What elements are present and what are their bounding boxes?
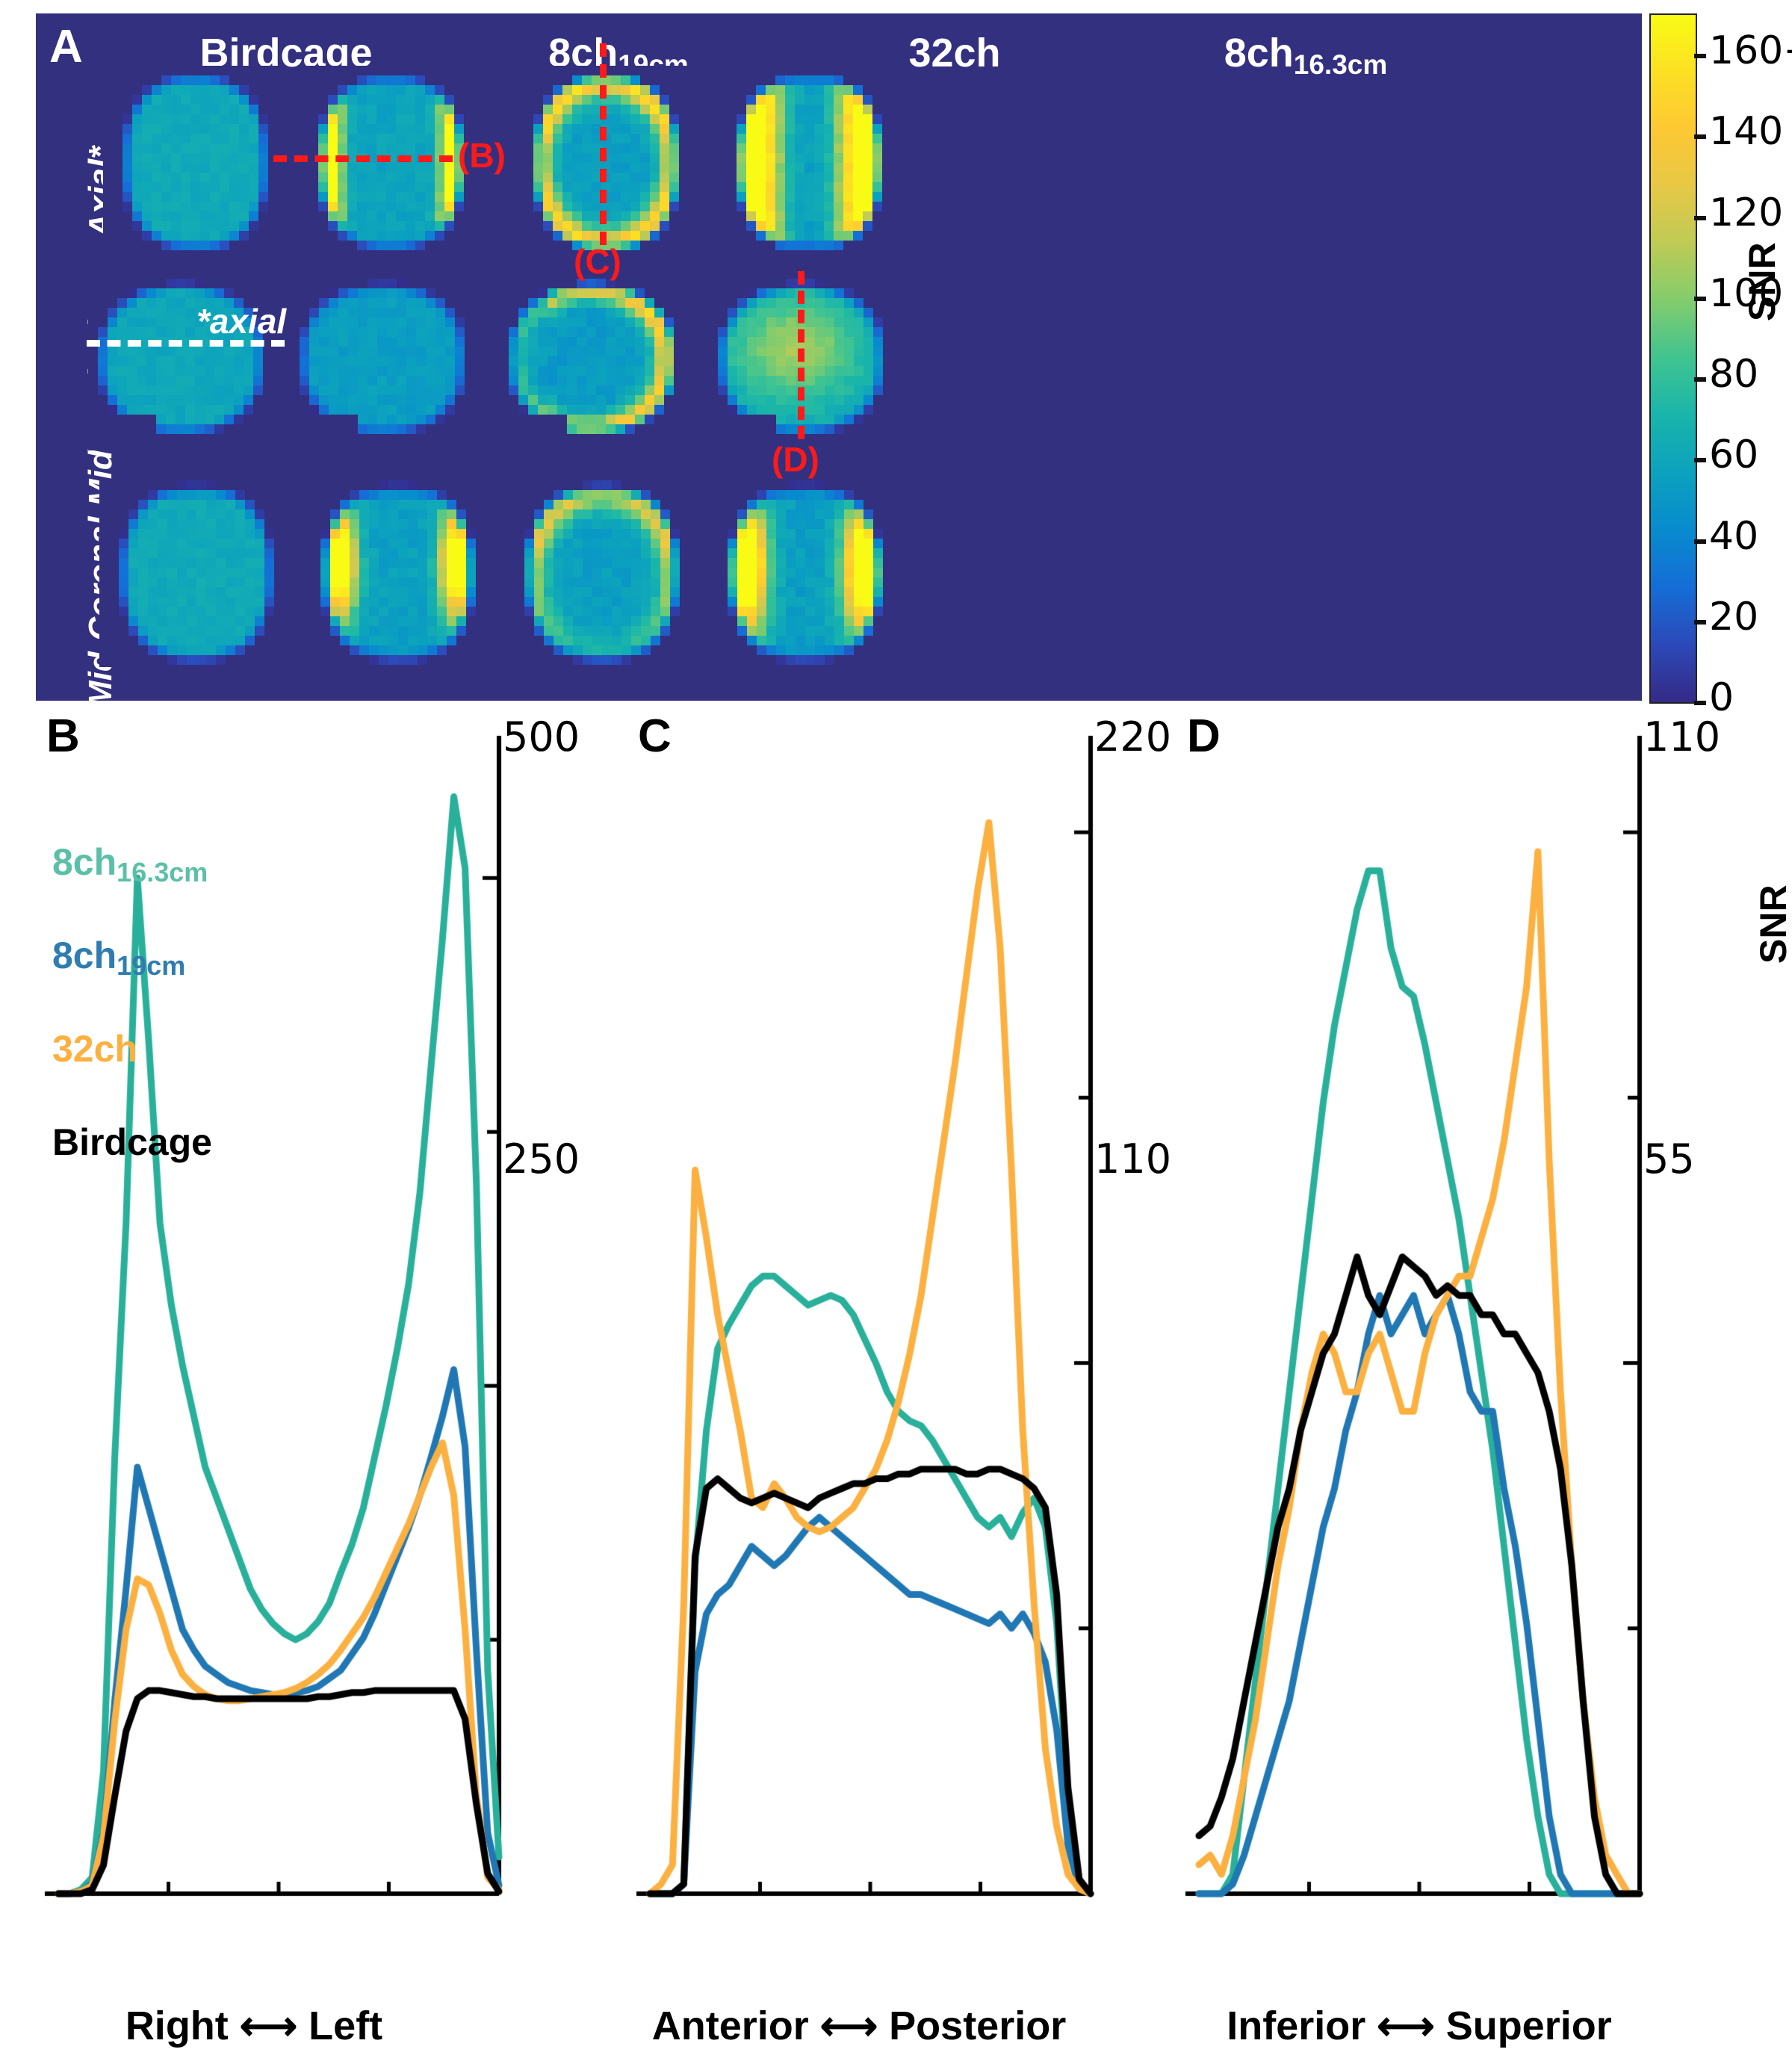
colorbar-tick-label-160: 160+ [1709, 28, 1792, 74]
colorbar-tick [1694, 377, 1706, 382]
mri-sagittal-birdcage [88, 279, 282, 450]
colorbar-tick [1694, 539, 1706, 544]
annotation-line-b [273, 155, 453, 162]
annotation-line-axial [87, 340, 285, 347]
panel-b-ytick-500: 500 [503, 713, 580, 760]
panel-c-ytick-220: 220 [1094, 713, 1172, 760]
panel-d-profile-plot: D 110 55 [1176, 713, 1720, 1939]
panel-c-xlabel: Anterior ⟷ Posterior [651, 2004, 1067, 2048]
colorbar-tick-label-140: 140 [1709, 109, 1784, 155]
colorbar-tick [1694, 134, 1706, 140]
mri-coronal-8ch163cm [708, 480, 895, 667]
colorbar-tick-label-0: 0 [1709, 675, 1734, 720]
colorbar-tick-label-100: 100 [1709, 270, 1784, 316]
legend-item-32ch: 32ch [52, 1028, 137, 1070]
mri-coronal-32ch [505, 480, 692, 667]
mri-axial-birdcage [103, 66, 282, 260]
legend-item-birdcage: Birdcage [52, 1121, 212, 1163]
annotation-label-d: (D) [772, 440, 819, 479]
colorbar-tick-label-80: 80 [1709, 352, 1759, 397]
mri-coronal-8ch19cm [301, 480, 488, 667]
panel-a-letter: A [49, 21, 83, 72]
annotation-line-d [798, 271, 804, 439]
mri-axial-8ch19cm [299, 66, 478, 260]
annotation-label-axial: *axial [196, 302, 287, 341]
colorbar-title: SNR [1741, 242, 1783, 321]
colorbar-tick-label-60: 60 [1709, 433, 1759, 478]
colorbar-tick [1694, 54, 1706, 59]
panel-c-ytick-110: 110 [1094, 1135, 1172, 1183]
mri-axial-8ch163cm [717, 66, 896, 260]
mri-sagittal-8ch163cm [708, 279, 902, 450]
panel-d-ylabel: SNR [1752, 884, 1792, 964]
mri-sagittal-8ch19cm [290, 279, 484, 450]
annotation-label-b: (B) [458, 136, 506, 175]
panel-b-profile-plot: B 8ch16.3cm 8ch19cm 32ch Birdcage 500 25… [36, 713, 580, 1939]
panel-d-ytick-55: 55 [1643, 1135, 1695, 1183]
annotation-label-c: (C) [574, 242, 621, 281]
panel-b-ytick-250: 250 [503, 1135, 580, 1183]
colorbar-tick-label-20: 20 [1709, 594, 1759, 639]
legend-item-8ch19cm: 8ch19cm [52, 935, 186, 981]
colorbar-tick-label-120: 120 [1709, 190, 1784, 235]
column-header-8ch163cm: 8ch16.3cm [1224, 31, 1388, 80]
panel-b-xlabel: Right ⟷ Left [125, 2004, 383, 2048]
legend-item-8ch163cm: 8ch16.3cm [52, 841, 208, 887]
colorbar-tick [1694, 701, 1706, 705]
column-header-32ch: 32ch [908, 31, 1001, 75]
panel-d-xlabel: Inferior ⟷ Superior [1227, 2004, 1612, 2048]
panel-c-profile-plot: C 220 110 [627, 713, 1171, 1939]
panel-d-ytick-110: 110 [1643, 713, 1721, 760]
annotation-line-c [600, 43, 607, 245]
colorbar-tick [1694, 619, 1706, 625]
colorbar-tick [1694, 458, 1706, 463]
colorbar-tick-label-40: 40 [1709, 513, 1759, 559]
panel-a-snr-maps: A Birdcage 8ch19cm 32ch 8ch16.3cm Axial*… [36, 13, 1642, 708]
mri-sagittal-32ch [499, 279, 693, 450]
colorbar [1649, 13, 1697, 704]
colorbar-tick [1694, 215, 1706, 220]
colorbar-tick [1694, 296, 1706, 301]
mri-coronal-birdcage [99, 480, 286, 667]
